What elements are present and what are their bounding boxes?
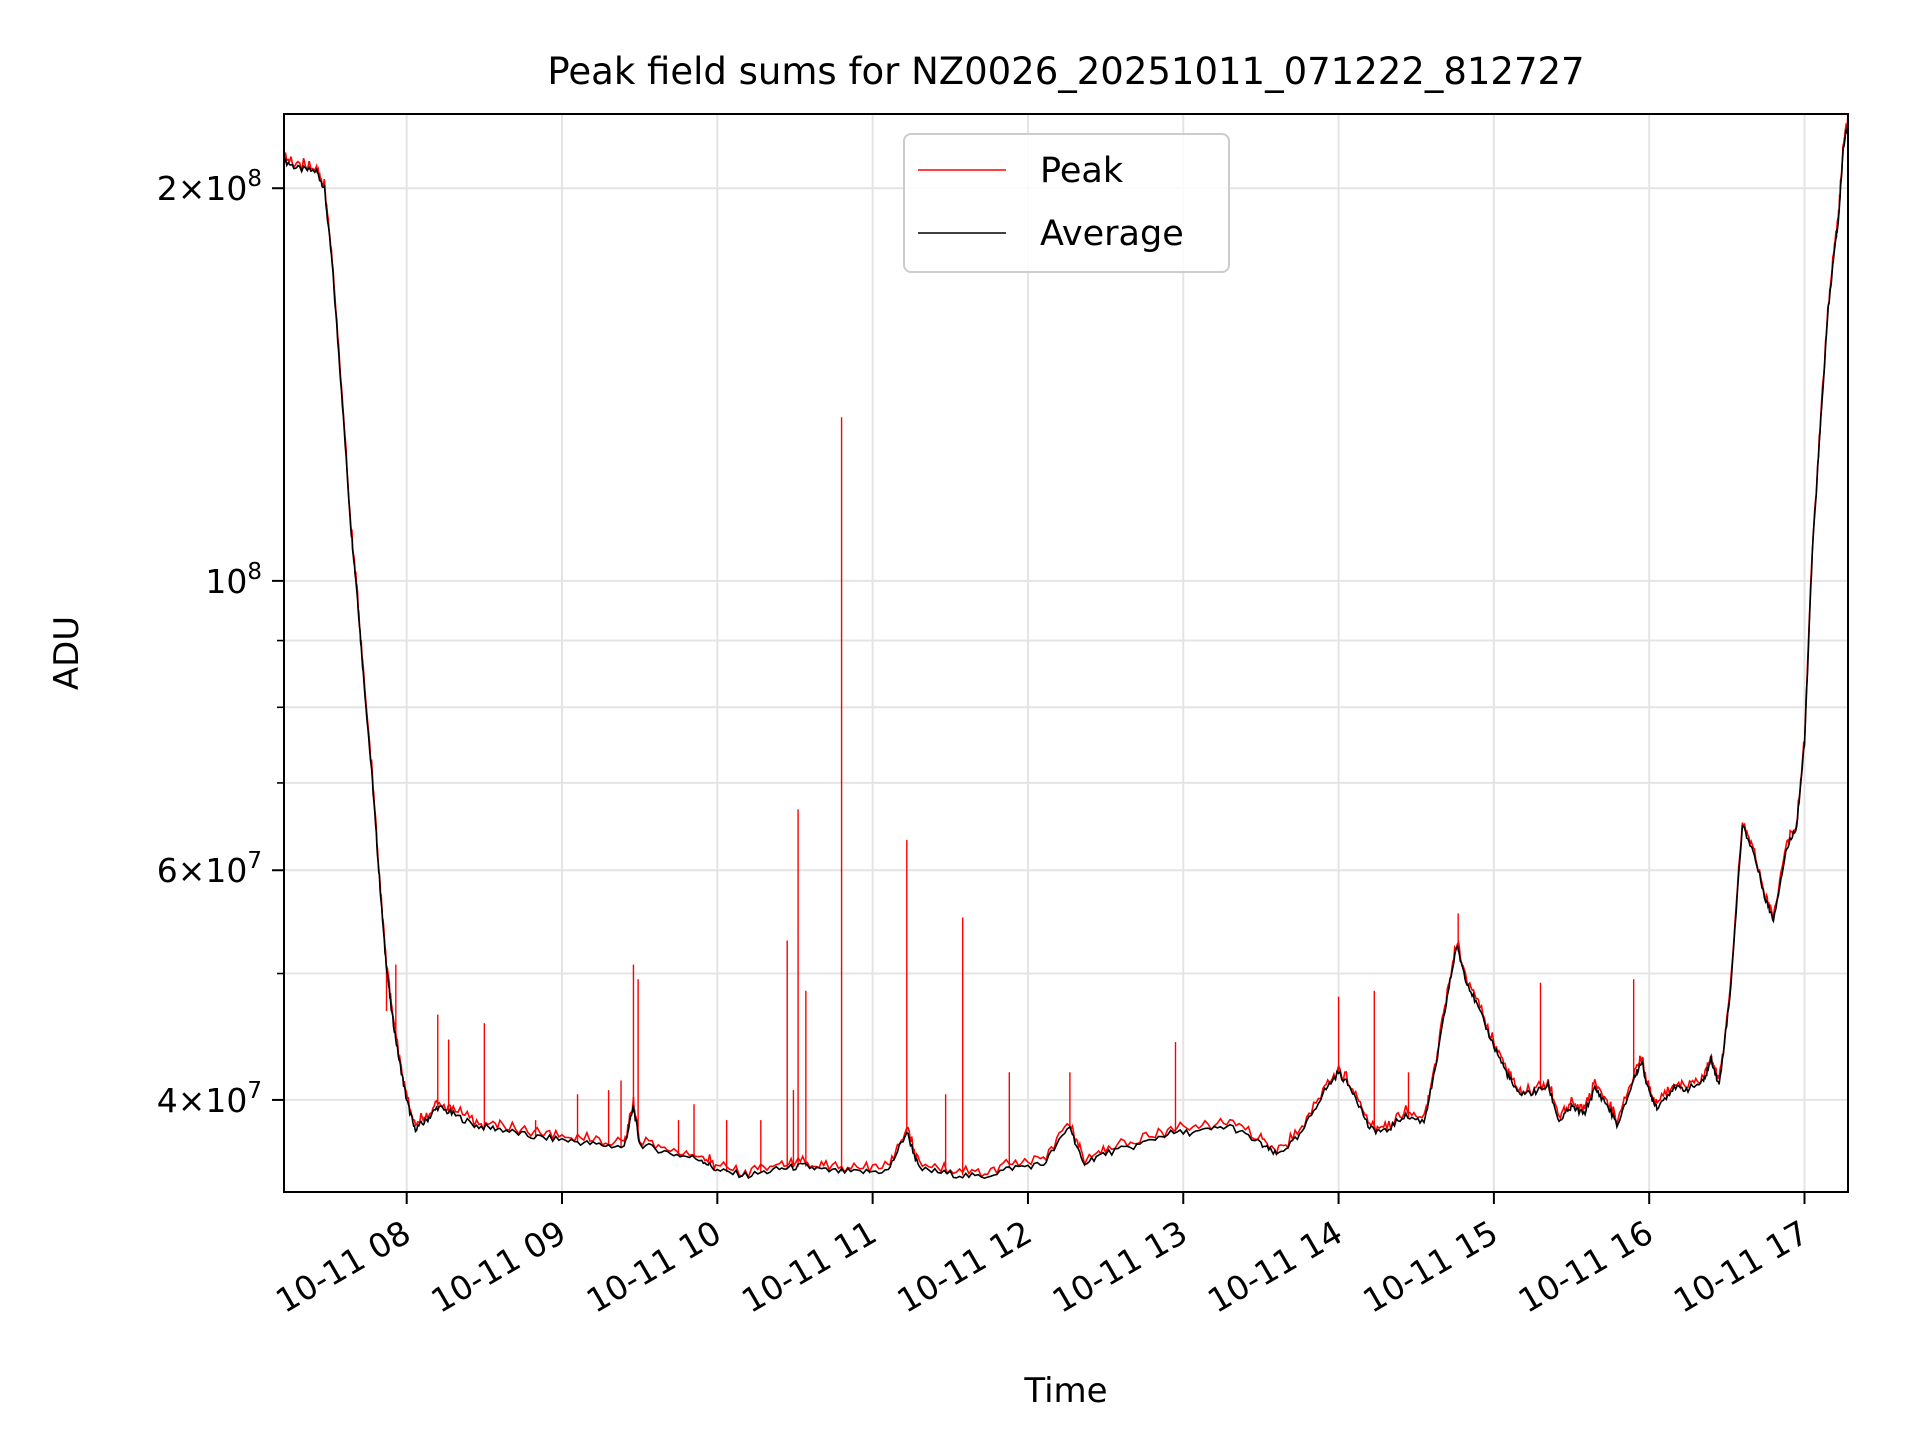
peak-series-line — [283, 114, 1849, 1180]
y-axis: 4×107 6×107 108 2×108 — [157, 166, 284, 1120]
legend-box — [903, 133, 1230, 273]
plot-background — [284, 114, 1848, 1192]
y-axis-label: ADU — [47, 616, 87, 690]
peak-series — [385, 417, 1635, 1176]
y-tick-label: 6×107 — [157, 848, 262, 890]
chart-title: Peak field sums for NZ0026_20251011_0712… — [547, 50, 1584, 93]
plot-area: 10-11 08 10-11 09 10-11 10 10-11 11 10-11 12… — [157, 113, 1849, 1321]
grid — [284, 114, 1848, 1192]
average-series-line — [283, 121, 1849, 1180]
y-tick-label: 2×108 — [157, 166, 262, 208]
legend-average-label: Average — [1040, 214, 1184, 254]
y-tick-label: 4×107 — [157, 1078, 262, 1120]
plot-frame — [283, 113, 1849, 1193]
x-axis-label: Time — [1023, 1371, 1107, 1411]
y-tick-label: 108 — [205, 559, 262, 601]
legend: Peak Average — [903, 133, 1230, 273]
legend-peak-label: Peak — [1040, 151, 1124, 191]
